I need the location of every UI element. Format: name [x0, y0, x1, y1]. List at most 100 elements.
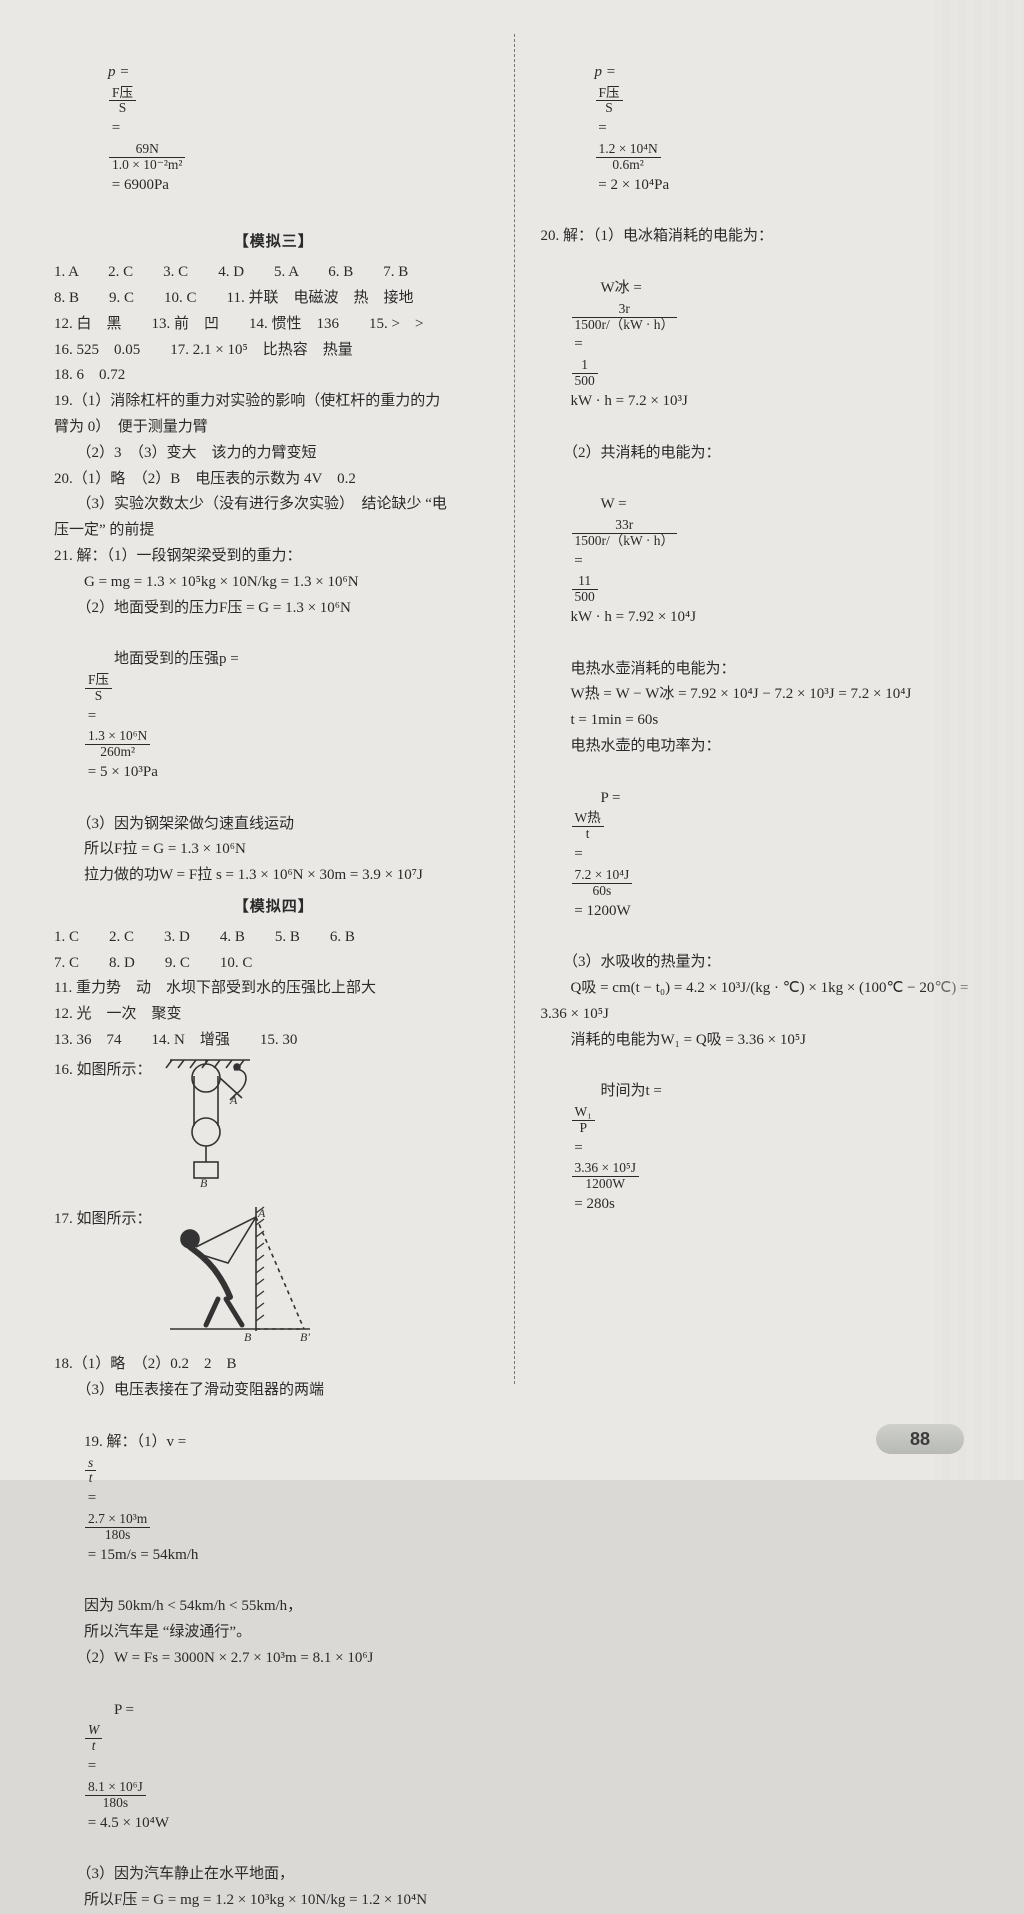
answer-line: 消耗的电能为W₁ = Q吸 = 3.36 × 10⁵J [541, 1028, 981, 1054]
answer-line: 19.（1）消除杠杆的重力对实验的影响（使杠杆的重力的力 [54, 389, 494, 415]
text: = 4.5 × 10⁴W [84, 1815, 169, 1831]
text: = 1200W [571, 903, 631, 919]
fraction: st [85, 1456, 96, 1487]
text: 19. 解：（1）v = [84, 1434, 190, 1450]
formula-velocity: 19. 解：（1）v = st = 2.7 × 10³m180s = 15m/s… [54, 1404, 494, 1594]
mirror-diagram: A B B′ [160, 1203, 320, 1353]
pulley-diagram: A B [160, 1054, 260, 1199]
text: P = [84, 1702, 138, 1718]
fraction: F压S [109, 86, 136, 117]
answer-line: （3）因为钢架梁做匀速直线运动 [54, 812, 494, 838]
fraction: Wt [85, 1723, 102, 1754]
page-number-badge: 88 [876, 1424, 964, 1454]
answer-line: 17. 如图所示： [54, 1207, 152, 1233]
answer-line: 1. C 2. C 3. D 4. B 5. B 6. B [54, 925, 494, 951]
text: = 5 × 10³Pa [84, 764, 158, 780]
fraction: F压S [596, 86, 623, 117]
fraction: W₁P [572, 1105, 595, 1136]
answer-line: （3）水吸收的热量为： [541, 950, 981, 976]
answer-line: 12. 白 黑 13. 前 凹 14. 惯性 136 15. > > [54, 312, 494, 338]
answer-line: 13. 36 74 14. N 增强 15. 30 [54, 1028, 494, 1054]
answer-line: 所以F压 = G = mg = 1.2 × 10³kg × 10N/kg = 1… [54, 1888, 494, 1914]
answer-line: 电热水壶消耗的电能为： [541, 657, 981, 683]
right-column: p = F压S = 1.2 × 10⁴N0.6m² = 2 × 10⁴Pa 20… [517, 34, 981, 1384]
formula-energy-2: W = 33r1500r/（kW · h） = 11500 kW · h = 7… [541, 466, 981, 656]
answer-line: 16. 如图所示： [54, 1058, 152, 1084]
answer-line: G = mg = 1.3 × 10⁵kg × 10N/kg = 1.3 × 10… [54, 570, 494, 596]
answer-line: 21. 解：（1）一段钢架梁受到的重力： [54, 544, 494, 570]
answer-line: 18.（1）略 （2）0.2 2 B [54, 1352, 494, 1378]
answer-line: （3）因为汽车静止在水平地面， [54, 1862, 494, 1888]
fraction: 1.2 × 10⁴N0.6m² [596, 142, 661, 173]
text: kW · h = 7.92 × 10⁴J [571, 609, 697, 625]
answer-line: （3）电压表接在了滑动变阻器的两端 [54, 1378, 494, 1404]
answer-line: （3）实验次数太少（没有进行多次实验） 结论缺少 “电 [54, 492, 494, 518]
fraction: 8.1 × 10⁶J180s [85, 1780, 146, 1811]
answer-line: 18. 6 0.72 [54, 363, 494, 389]
formula-power: P = Wt = 8.1 × 10⁶J180s = 4.5 × 10⁴W [54, 1672, 494, 1862]
text: p = [108, 64, 133, 80]
fraction: F压S [85, 673, 112, 704]
answer-line: 因为 50km/h < 54km/h < 55km/h， [54, 1594, 494, 1620]
answer-line: 所以汽车是 “绿波通行”。 [54, 1620, 494, 1646]
q16-row: 16. 如图所示： [54, 1054, 494, 1199]
text: = [595, 120, 611, 136]
answer-line: 压一定” 的前提 [54, 518, 494, 544]
q17-row: 17. 如图所示： [54, 1203, 494, 1353]
answer-line: 16. 525 0.05 17. 2.1 × 10⁵ 比热容 热量 [54, 338, 494, 364]
answer-line: 臂为 0） 便于测量力臂 [54, 415, 494, 441]
two-column-layout: p = F压S = 69N1.0 × 10⁻²m² = 6900Pa 【模拟三】… [54, 34, 980, 1384]
fraction: 7.2 × 10⁴J60s [572, 868, 633, 899]
answer-line: 11. 重力势 动 水坝下部受到水的压强比上部大 [54, 976, 494, 1002]
text: = [84, 1758, 100, 1774]
fraction: 3r1500r/（kW · h） [572, 302, 678, 333]
answer-line: 拉力做的功W = F拉 s = 1.3 × 10⁶N × 30m = 3.9 ×… [54, 863, 494, 889]
section-title-moni4: 【模拟四】 [54, 895, 494, 921]
text: = 15m/s = 54km/h [84, 1547, 198, 1563]
answer-line: W热 = W − W冰 = 7.92 × 10⁴J − 7.2 × 10³J =… [541, 682, 981, 708]
label-bp: B′ [300, 1330, 310, 1343]
answer-line: （2）地面受到的压力F压 = G = 1.3 × 10⁶N [54, 596, 494, 622]
label-a: A [229, 1093, 238, 1107]
answer-line: 7. C 8. D 9. C 10. C [54, 951, 494, 977]
page: p = F压S = 69N1.0 × 10⁻²m² = 6900Pa 【模拟三】… [0, 0, 1024, 1480]
text: P = [571, 790, 625, 806]
text: = [84, 1490, 100, 1506]
text: = 6900Pa [108, 177, 169, 193]
formula-energy-1: W冰 = 3r1500r/（kW · h） = 1500 kW · h = 7.… [541, 250, 981, 440]
formula-pressure-3: p = F压S = 1.2 × 10⁴N0.6m² = 2 × 10⁴Pa [541, 34, 981, 224]
fraction: 69N1.0 × 10⁻²m² [109, 142, 185, 173]
answer-line: （2）共消耗的电能为： [541, 441, 981, 467]
answer-line: 电热水壶的电功率为： [541, 734, 981, 760]
text: 地面受到的压强p = [84, 651, 242, 667]
text: kW · h = 7.2 × 10³J [571, 393, 688, 409]
text: = [571, 553, 587, 569]
fraction: 2.7 × 10³m180s [85, 1512, 150, 1543]
answer-line: （2）3 （3）变大 该力的力臂变短 [54, 441, 494, 467]
formula-time: 时间为t = W₁P = 3.36 × 10⁵J1200W = 280s [541, 1053, 981, 1243]
fraction: 1.3 × 10⁶N260m² [85, 729, 150, 760]
section-title-moni3: 【模拟三】 [54, 230, 494, 256]
fraction: 3.36 × 10⁵J1200W [572, 1161, 639, 1192]
formula-pressure-2: 地面受到的压强p = F压S = 1.3 × 10⁶N260m² = 5 × 1… [54, 621, 494, 811]
answer-line: 20.（1）略 （2）B 电压表的示数为 4V 0.2 [54, 467, 494, 493]
answer-line: （2）W = Fs = 3000N × 2.7 × 10³m = 8.1 × 1… [54, 1646, 494, 1672]
text: = [571, 1140, 587, 1156]
label-b: B [244, 1330, 252, 1343]
fraction: 11500 [572, 574, 598, 605]
answer-line: 所以F拉 = G = 1.3 × 10⁶N [54, 837, 494, 863]
formula-power-2: P = W热t = 7.2 × 10⁴J60s = 1200W [541, 760, 981, 950]
answer-line: 20. 解：（1）电冰箱消耗的电能为： [541, 224, 981, 250]
text: = 280s [571, 1196, 615, 1212]
text: = [571, 336, 587, 352]
text: = [84, 708, 100, 724]
text: p = [595, 64, 620, 80]
text: W冰 = [571, 280, 646, 296]
answer-line: 1. A 2. C 3. C 4. D 5. A 6. B 7. B [54, 260, 494, 286]
text: W = [571, 496, 631, 512]
text: = [108, 120, 124, 136]
answer-line: 3.36 × 10⁵J [541, 1002, 981, 1028]
text: = [571, 846, 587, 862]
left-column: p = F压S = 69N1.0 × 10⁻²m² = 6900Pa 【模拟三】… [54, 34, 512, 1384]
fraction: 33r1500r/（kW · h） [572, 518, 678, 549]
